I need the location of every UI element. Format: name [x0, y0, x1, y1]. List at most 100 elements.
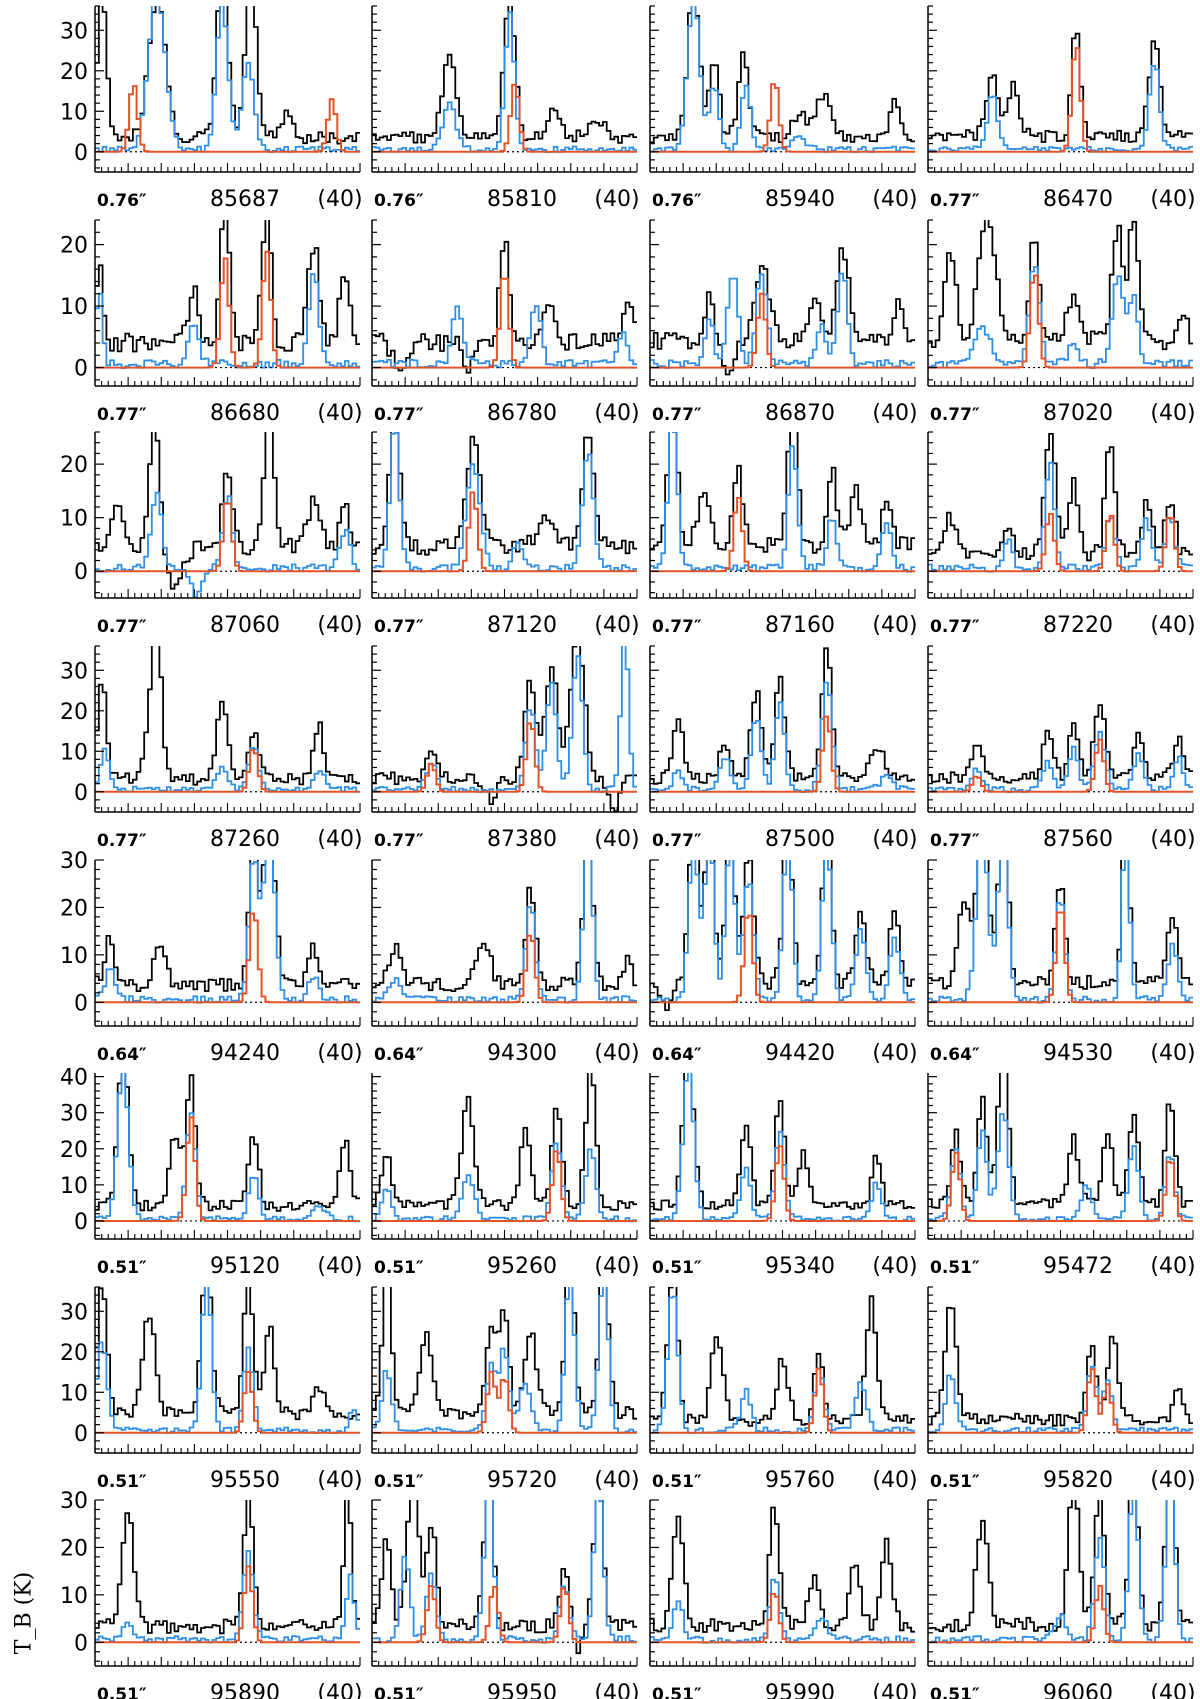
- observed-spectrum: [928, 704, 1193, 784]
- observed-spectrum: [650, 1287, 915, 1427]
- beam-size-label: 0.77″: [652, 617, 702, 637]
- beam-size-label: 0.51″: [97, 1472, 147, 1492]
- spectrum-panel-95550: 0 10 20 30 0.51″ 95550 (40): [60, 1286, 363, 1493]
- frequency-label: 85940: [765, 187, 835, 212]
- model-target-species: [650, 83, 915, 153]
- velocity-width-label: (40): [1150, 1681, 1195, 1699]
- spectrum-panel-95760: 0.51″ 95760 (40): [649, 1286, 918, 1493]
- beam-size-label: 0.51″: [374, 1685, 424, 1699]
- traces: [95, 646, 360, 793]
- traces: [650, 860, 915, 1011]
- model-all-species: [650, 1578, 915, 1644]
- observed-spectrum: [95, 860, 360, 992]
- frequency-label: 94530: [1043, 1041, 1113, 1066]
- y-tick-label: 0: [74, 1422, 88, 1447]
- traces: [372, 432, 637, 573]
- traces: [95, 432, 360, 598]
- y-tick-label: 0: [74, 560, 88, 585]
- y-tick-label: 20: [60, 1536, 88, 1561]
- model-target-species: [928, 1151, 1193, 1222]
- y-tick-label: 0: [74, 357, 88, 382]
- model-target-species: [650, 715, 915, 793]
- model-target-species: [372, 491, 637, 573]
- traces: [95, 860, 360, 1004]
- velocity-width-label: (40): [872, 1254, 917, 1279]
- beam-size-label: 0.76″: [97, 191, 147, 211]
- y-tick-label: 10: [60, 295, 88, 320]
- beam-size-label: 0.51″: [930, 1685, 980, 1699]
- traces: [650, 247, 915, 376]
- y-tick-label: 10: [60, 100, 88, 125]
- model-all-species: [928, 1500, 1193, 1644]
- spectrum-panel-95720: 0.51″ 95720 (40): [371, 1286, 640, 1493]
- velocity-width-label: (40): [317, 827, 362, 852]
- velocity-width-label: (40): [1150, 401, 1195, 426]
- spectrum-panel-87060: 0 10 20 0.77″ 87060 (40): [60, 431, 363, 638]
- velocity-width-label: (40): [594, 1041, 639, 1066]
- beam-size-label: 0.77″: [652, 405, 702, 425]
- observed-spectrum: [372, 1073, 637, 1211]
- y-tick-label: 20: [60, 700, 88, 725]
- traces: [95, 1500, 360, 1644]
- traces: [95, 1287, 360, 1434]
- beam-size-label: 0.51″: [97, 1685, 147, 1699]
- model-all-species: [372, 432, 637, 573]
- spectrum-panel-87260: 0 10 20 30 0.77″ 87260 (40): [60, 645, 363, 852]
- observed-spectrum: [650, 247, 915, 376]
- frequency-label: 94240: [210, 1041, 280, 1066]
- y-tick-label: 10: [60, 1174, 88, 1199]
- velocity-width-label: (40): [1150, 187, 1195, 212]
- observed-spectrum: [95, 432, 360, 590]
- velocity-width-label: (40): [594, 187, 639, 212]
- frequency-label: 85687: [210, 187, 280, 212]
- model-target-species: [650, 1367, 915, 1434]
- model-all-species: [95, 273, 360, 369]
- model-target-species: [95, 749, 360, 793]
- observed-spectrum: [95, 220, 360, 353]
- velocity-width-label: (40): [594, 401, 639, 426]
- model-all-species: [650, 681, 915, 793]
- y-tick-label: 0: [74, 991, 88, 1016]
- traces: [928, 860, 1193, 1004]
- beam-size-label: 0.51″: [374, 1258, 424, 1278]
- spectrum-panel-95340: 0.51″ 95340 (40): [649, 1073, 918, 1279]
- model-target-species: [372, 722, 637, 793]
- model-target-species: [928, 47, 1193, 153]
- observed-spectrum: [650, 6, 915, 144]
- traces: [928, 704, 1193, 793]
- beam-size-label: 0.51″: [374, 1472, 424, 1492]
- y-axis-label: T_B (K): [4, 1568, 44, 1658]
- y-tick-label: 10: [60, 1584, 88, 1609]
- model-all-species: [372, 305, 637, 369]
- y-tick-label: 20: [60, 60, 88, 85]
- spectrum-panel-95260: 0.51″ 95260 (40): [371, 1073, 640, 1279]
- traces: [650, 1073, 915, 1222]
- y-tick-label: 20: [60, 896, 88, 921]
- frequency-label: 95260: [487, 1254, 557, 1279]
- velocity-width-label: (40): [594, 827, 639, 852]
- frequency-label: 95472: [1043, 1254, 1113, 1279]
- traces: [650, 6, 915, 153]
- observed-spectrum: [372, 240, 637, 374]
- spectrum-panel-87120: 0.77″ 87120 (40): [371, 431, 640, 638]
- model-target-species: [928, 1584, 1193, 1644]
- frequency-label: 87500: [765, 827, 835, 852]
- model-target-species: [928, 512, 1193, 573]
- frequency-label: 87560: [1043, 827, 1113, 852]
- frequency-label: 95120: [210, 1254, 280, 1279]
- traces: [372, 860, 637, 1004]
- model-all-species: [95, 491, 360, 598]
- frequency-label: 95950: [487, 1681, 557, 1699]
- spectrum-panel-94420: 0.64″ 94420 (40): [649, 859, 918, 1066]
- beam-size-label: 0.77″: [652, 831, 702, 851]
- velocity-width-label: (40): [317, 1254, 362, 1279]
- velocity-width-label: (40): [317, 187, 362, 212]
- observed-spectrum: [928, 1500, 1193, 1633]
- y-tick-label: 30: [60, 1102, 88, 1127]
- model-all-species: [95, 860, 360, 1004]
- traces: [650, 1506, 915, 1644]
- observed-spectrum: [95, 1287, 360, 1421]
- y-tick-label: 0: [74, 781, 88, 806]
- frequency-label: 95550: [210, 1468, 280, 1493]
